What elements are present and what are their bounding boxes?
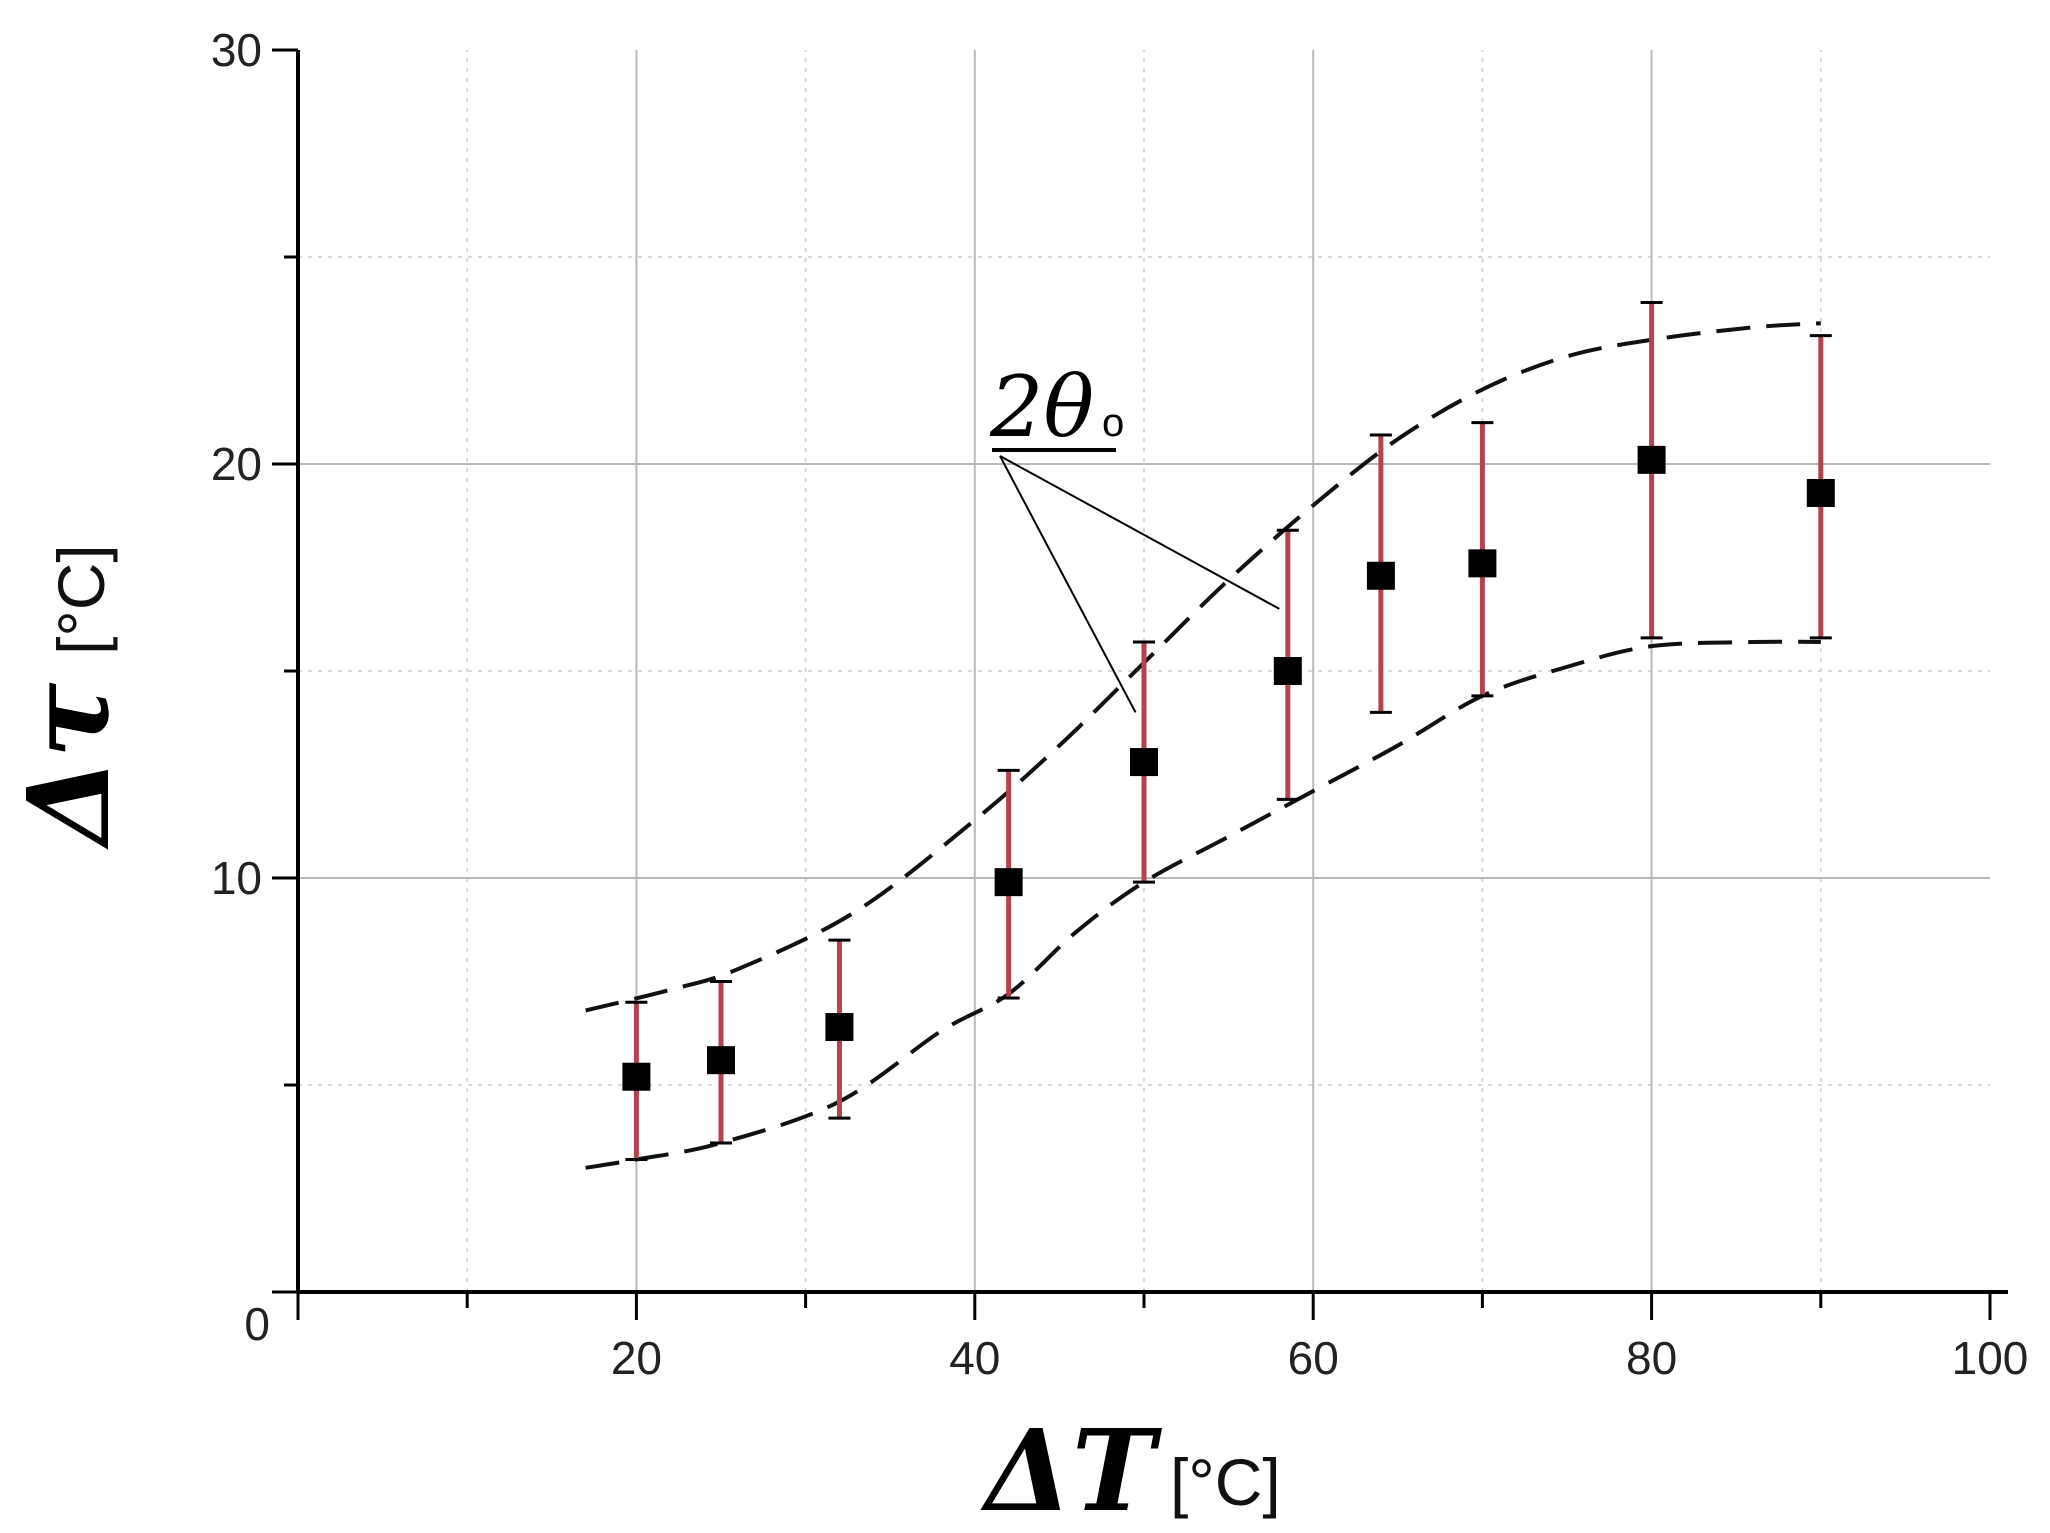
data-point: [1468, 549, 1497, 578]
x-tick-label: 40: [949, 1332, 1000, 1384]
data-point: [994, 868, 1023, 897]
annotation-text: 2θ: [989, 358, 1094, 456]
y-tick-label: 30: [211, 24, 262, 76]
data-markers: [622, 445, 1835, 1091]
y-axis-unit: [°C]: [44, 544, 118, 655]
y-axis-symbol: Δτ: [4, 682, 135, 850]
annotation-pointers: [999, 455, 1280, 713]
envelope-upper: [585, 321, 1821, 1013]
data-point: [1806, 478, 1835, 507]
y-tick-label: 10: [211, 852, 262, 904]
annotation-subscript: o: [1102, 401, 1124, 445]
tick-labels: 20 40 60 80 100 0 10 20 30: [211, 24, 2029, 1384]
x-tick-label: 20: [611, 1332, 662, 1384]
annotation-pointer: [999, 455, 1280, 610]
x-axis-symbol: ΔT: [980, 1406, 1163, 1528]
envelope-lower: [585, 639, 1821, 1170]
data-point: [1637, 445, 1666, 474]
y-tick-label: 0: [244, 1298, 270, 1350]
y-axis-title: Δτ [°C]: [4, 544, 135, 850]
annotation-2theta: 2θ o: [989, 358, 1124, 456]
data-point: [1366, 561, 1395, 590]
annotation-pointer: [999, 455, 1137, 713]
data-point: [825, 1013, 854, 1042]
y-tick-label: 20: [211, 438, 262, 490]
x-tick-label: 80: [1626, 1332, 1677, 1384]
data-point: [1273, 657, 1302, 685]
data-point: [707, 1046, 735, 1075]
data-point: [622, 1062, 651, 1091]
axes: [272, 48, 2008, 1320]
data-point: [1130, 748, 1158, 777]
x-axis-title: ΔT [°C]: [980, 1406, 1281, 1533]
x-tick-label: 100: [1952, 1332, 2029, 1384]
envelope-curves: [585, 321, 1821, 1170]
x-tick-label: 60: [1288, 1332, 1339, 1384]
x-axis-unit: [°C]: [1170, 1445, 1281, 1519]
